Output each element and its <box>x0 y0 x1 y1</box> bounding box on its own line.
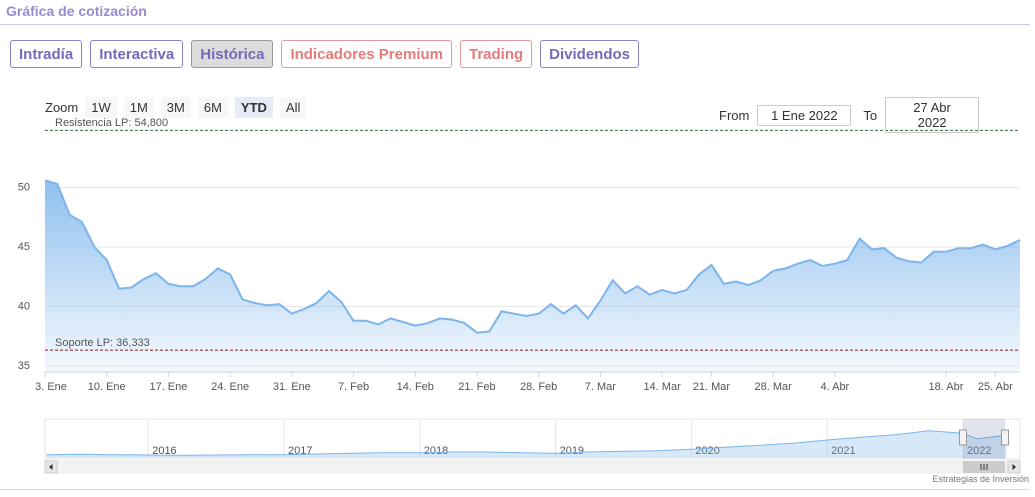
tab[interactable]: Dividendos <box>540 40 640 68</box>
from-label: From <box>719 107 750 123</box>
x-tick-label: 10. Ene <box>88 381 126 393</box>
tab[interactable]: Indicadores Premium <box>281 40 452 68</box>
zoom-label: Zoom <box>45 100 79 115</box>
x-tick-label: 7. Mar <box>585 381 617 393</box>
x-tick-label: 28. Feb <box>520 381 557 393</box>
x-tick-label: 2019 <box>560 445 584 457</box>
zoom-button[interactable]: 6M <box>197 97 228 118</box>
x-tick-label: 7. Feb <box>338 381 369 393</box>
scrollbar-track <box>44 460 1021 474</box>
plot-line-label: Soporte LP: 36,333 <box>55 337 150 349</box>
zoom-button[interactable]: YTD <box>234 97 273 118</box>
x-tick-label: 2016 <box>152 445 176 457</box>
x-tick-label: 2018 <box>424 445 448 457</box>
x-tick-label: 24. Ene <box>211 381 249 393</box>
y-tick-label: 40 <box>18 300 30 312</box>
scroll-grip <box>980 464 988 470</box>
tab[interactable]: Trading <box>460 40 533 68</box>
x-tick-label: 18. Abr <box>929 381 964 393</box>
navigator-window <box>963 419 1005 459</box>
tab[interactable]: Interactiva <box>90 40 184 68</box>
range-selector: Zoom 1W 1M 3M 6M YTD All <box>45 97 307 118</box>
x-tick-label: 28. Mar <box>755 381 793 393</box>
y-tick-label: 50 <box>18 181 30 193</box>
credit: Estrategias de Inversión <box>932 474 1029 484</box>
x-tick-label: 21. Feb <box>458 381 495 393</box>
zoom-button[interactable]: 1W <box>85 97 117 118</box>
plot-line-label: Resistencia LP: 54,800 <box>55 117 168 129</box>
y-tick-label: 45 <box>18 241 30 253</box>
section-title: Gráfica de cotización <box>6 3 147 19</box>
x-tick-label: 17. Ene <box>149 381 187 393</box>
navigator-handle[interactable] <box>1001 429 1009 446</box>
to-input[interactable]: 27 Abr 2022 <box>885 97 980 133</box>
x-tick-label: 4. Abr <box>820 381 849 393</box>
x-tick-label: 2021 <box>831 445 855 457</box>
line <box>44 179 1021 334</box>
x-tick-label: 14. Mar <box>643 381 681 393</box>
x-tick-label: 21. Mar <box>693 381 731 393</box>
x-tick-label: 25. Abr <box>978 381 1013 393</box>
zoom-button[interactable]: 1M <box>123 97 154 118</box>
x-tick-label: 3. Ene <box>35 381 67 393</box>
tab-bar: Intradía Interactiva Histórica Indicador… <box>10 40 640 68</box>
scroll-arrow <box>1012 464 1016 470</box>
area <box>45 180 1020 372</box>
scroll-arrow <box>49 464 53 470</box>
tab[interactable]: Histórica <box>191 40 274 68</box>
tab[interactable]: Intradía <box>10 40 83 68</box>
from-input[interactable]: 1 Ene 2022 <box>757 104 852 126</box>
navigator-line <box>46 430 1007 456</box>
zoom-button[interactable]: 3M <box>160 97 191 118</box>
x-tick-label: 2022 <box>967 445 991 457</box>
to-label: To <box>863 107 878 123</box>
x-tick-label: 31. Ene <box>273 381 311 393</box>
navigator-area <box>46 430 1007 458</box>
date-range: From 1 Ene 2022 To 27 Abr 2022 <box>719 97 980 133</box>
divider <box>0 489 1030 490</box>
divider <box>0 24 1030 25</box>
navigator-frame <box>44 418 1021 460</box>
x-tick-label: 14. Feb <box>397 381 434 393</box>
y-tick-label: 35 <box>18 360 30 372</box>
zoom-button[interactable]: All <box>279 97 307 118</box>
navigator-handle[interactable] <box>959 429 967 446</box>
